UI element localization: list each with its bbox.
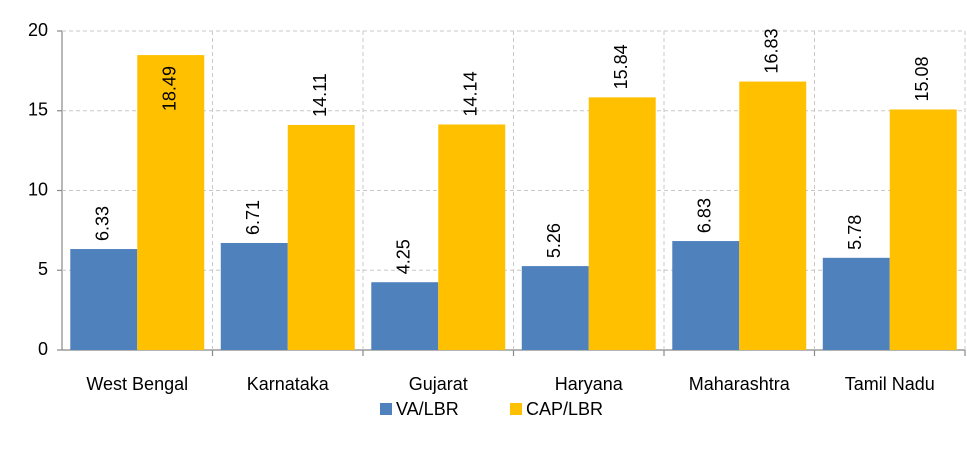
- y-tick-label: 5: [38, 259, 48, 279]
- data-label: 6.71: [243, 200, 263, 235]
- x-tick-label: Maharashtra: [689, 374, 791, 394]
- bar: [739, 81, 807, 351]
- legend-swatch: [510, 403, 522, 415]
- y-tick-label: 20: [28, 20, 48, 40]
- bar: [287, 124, 355, 351]
- bar: [822, 257, 890, 350]
- x-tick-label: Tamil Nadu: [845, 374, 935, 394]
- bar: [438, 124, 506, 350]
- bar: [70, 249, 138, 350]
- data-label: 15.08: [912, 56, 932, 101]
- bar: [371, 282, 439, 350]
- x-tick-label: Haryana: [555, 374, 624, 394]
- data-label: 14.11: [310, 73, 330, 117]
- bar: [137, 55, 205, 350]
- bar: [521, 266, 589, 350]
- data-label: 6.83: [695, 198, 715, 233]
- legend-label: CAP/LBR: [526, 399, 603, 419]
- data-label: 18.49: [159, 66, 179, 111]
- legend-label: VA/LBR: [396, 399, 459, 419]
- y-tick-label: 10: [28, 179, 48, 199]
- data-label: 6.33: [93, 206, 113, 241]
- y-tick-label: 15: [28, 100, 48, 120]
- data-label: 4.25: [394, 239, 414, 274]
- bar: [588, 97, 656, 351]
- data-label: 5.78: [845, 215, 865, 250]
- data-label: 16.83: [761, 29, 781, 74]
- y-tick-label: 0: [38, 339, 48, 359]
- x-tick-label: West Bengal: [86, 374, 188, 394]
- data-label: 14.14: [460, 71, 480, 116]
- x-tick-label: Gujarat: [409, 374, 468, 394]
- data-label: 15.84: [611, 44, 631, 89]
- data-label: 5.26: [544, 223, 564, 258]
- bar: [672, 241, 740, 350]
- legend-swatch: [380, 403, 392, 415]
- bar: [220, 242, 288, 350]
- bar: [889, 109, 957, 350]
- x-tick-label: Karnataka: [247, 374, 330, 394]
